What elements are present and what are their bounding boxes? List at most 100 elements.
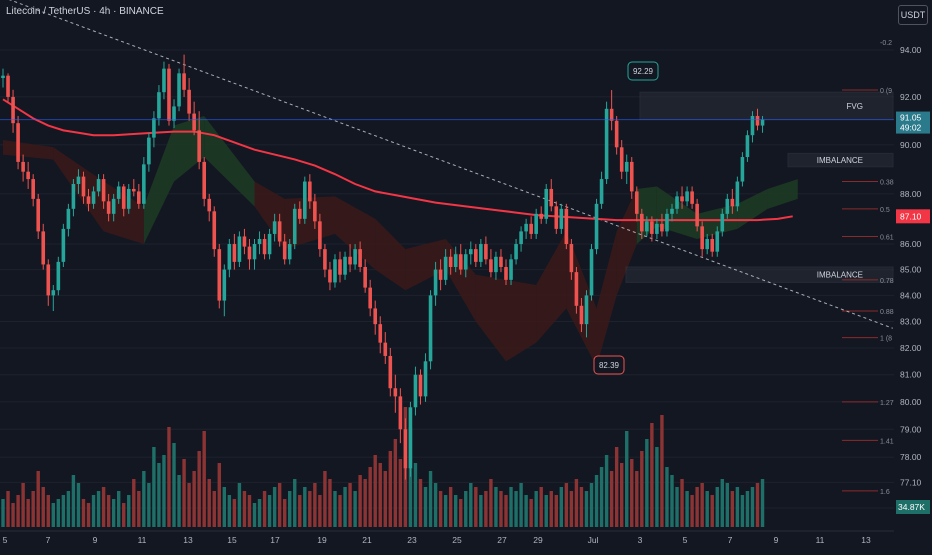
cloud-segment (284, 196, 335, 250)
candle-body (147, 137, 151, 165)
date-tick: 5 (3, 535, 8, 545)
price-tick: 86.00 (900, 239, 922, 249)
cloud-segment (767, 179, 798, 209)
volume-bar (705, 491, 709, 527)
volume-bar (484, 491, 488, 527)
candle-body (81, 176, 86, 197)
current-price-tag (896, 111, 930, 134)
volume-bar (152, 447, 156, 527)
volume-bar (46, 495, 50, 527)
candle-body (363, 267, 367, 288)
fib-levels: -0.2 0 (9 0.38 0.5 0.61 0.78 0.88 1 (8 1.27 1.41 1… (842, 40, 894, 496)
cloud-segment (536, 231, 567, 343)
candle-body (529, 223, 533, 234)
volume-bar (6, 491, 10, 527)
candle-body (182, 73, 186, 90)
volume-bar (111, 499, 116, 527)
volume-bar (162, 455, 166, 527)
currency-button[interactable]: USDT (898, 5, 928, 25)
candle-body (750, 115, 755, 136)
candle-body (96, 179, 101, 192)
candle-body (514, 244, 518, 260)
candle-body (710, 238, 715, 252)
volume-bar (167, 427, 171, 527)
volume-bar (66, 491, 71, 527)
candle-body (539, 213, 544, 219)
date-tick: 15 (227, 535, 237, 545)
candle-body (187, 89, 191, 114)
candle-body (494, 256, 498, 273)
candle-body (740, 157, 745, 182)
price-tick: 82.00 (900, 343, 922, 353)
volume-bar (680, 479, 684, 527)
candle-body (504, 267, 508, 280)
volume-bar (619, 463, 624, 527)
candle-body (650, 221, 654, 234)
fib-label: 0.61 (880, 234, 894, 241)
fib-label: 0.78 (880, 278, 894, 285)
candle-body (303, 181, 307, 219)
date-tick: 13 (861, 535, 871, 545)
cloud-segment (204, 115, 255, 207)
candle-body (705, 238, 709, 250)
fib-label: 0 (9 (880, 88, 892, 95)
volume-bar (645, 439, 649, 527)
candle-body (152, 118, 156, 138)
candle-body (423, 361, 428, 397)
candle-body (524, 223, 528, 232)
price-tick: 84.00 (900, 290, 922, 300)
volume-bar (187, 483, 191, 527)
price-tick: 94.00 (900, 45, 922, 55)
candle-body (167, 68, 171, 121)
candle-body (715, 231, 720, 252)
candle-body (26, 171, 30, 180)
volume-bar (71, 475, 76, 527)
volume-bar (207, 479, 211, 527)
candle-body (51, 290, 56, 296)
candle-body (157, 92, 161, 119)
candle-body (398, 396, 403, 430)
volume-bar (122, 503, 126, 527)
volume-bar (489, 479, 493, 527)
volume-bar (76, 483, 81, 527)
volume-bar (303, 487, 307, 527)
candle-body (121, 186, 126, 209)
volume-bar (584, 491, 589, 527)
volume-bar (579, 487, 584, 527)
cloud-segment (3, 140, 54, 160)
volume-bar (474, 487, 478, 527)
candle-body (292, 208, 297, 245)
volume-bar (614, 447, 619, 527)
candle-body (172, 106, 176, 121)
volume-bar (544, 495, 548, 527)
candle-body (11, 96, 15, 124)
cloud-segment (596, 231, 617, 367)
price-tick: 83.00 (900, 317, 922, 327)
candle-body (353, 249, 357, 265)
volume-bar (21, 483, 25, 527)
candle-body (624, 161, 629, 172)
candle-body (569, 244, 574, 273)
volume-bar (383, 471, 387, 527)
date-tick: 23 (407, 535, 417, 545)
price-callout-label: 92.29 (633, 67, 654, 76)
candle-body (338, 259, 342, 275)
volume-bar (554, 495, 558, 527)
volume-bar (197, 451, 201, 527)
volume-bar (755, 483, 760, 527)
volume-bar (539, 487, 543, 527)
volume-bar (348, 483, 352, 527)
volume-bar (313, 483, 317, 527)
price-callout-box (593, 355, 625, 375)
volume-bar (599, 467, 604, 527)
volume-bar (423, 487, 428, 527)
volume-bar (61, 495, 66, 527)
volume-bar (433, 483, 438, 527)
candle-body (534, 213, 538, 234)
candle-body (413, 374, 418, 408)
volume-bar (288, 491, 292, 527)
volume-bar (298, 495, 302, 527)
candle-body (564, 208, 569, 245)
